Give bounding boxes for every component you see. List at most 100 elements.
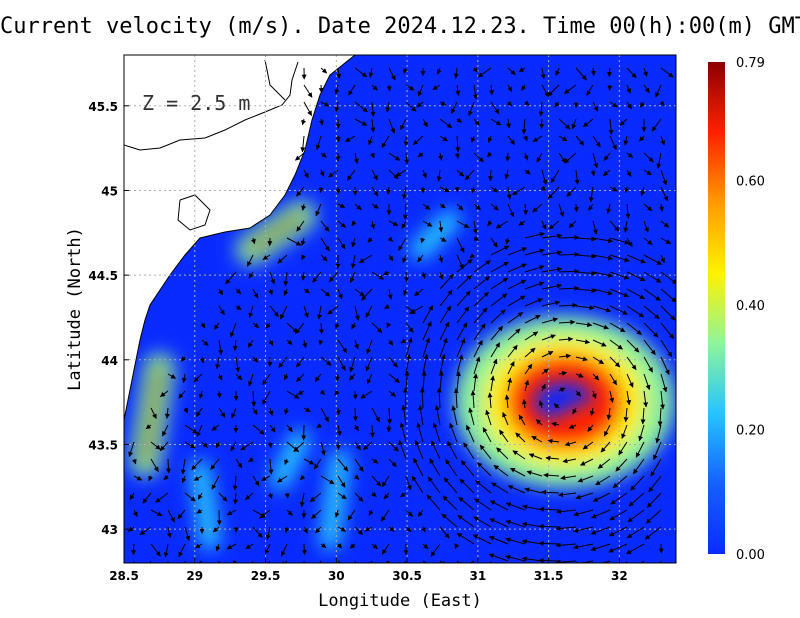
velocity-arrow xyxy=(541,317,559,324)
velocity-arrow xyxy=(421,271,426,279)
velocity-arrow xyxy=(575,67,587,81)
velocity-arrow xyxy=(506,186,512,200)
velocity-arrow xyxy=(592,271,614,278)
velocity-arrow xyxy=(297,390,305,395)
velocity-arrow xyxy=(608,118,614,136)
velocity-arrow xyxy=(507,295,526,307)
velocity-arrow xyxy=(646,492,662,508)
velocity-arrow xyxy=(512,186,526,196)
velocity-arrow xyxy=(399,422,407,443)
y-tick-label: 45.5 xyxy=(88,100,118,114)
velocity-arrow xyxy=(488,169,494,182)
velocity-arrow xyxy=(453,67,459,79)
velocity-arrow xyxy=(371,543,378,550)
velocity-arrow xyxy=(507,344,518,358)
velocity-arrow xyxy=(490,261,509,273)
velocity-arrow xyxy=(468,407,475,426)
velocity-arrow xyxy=(395,169,407,177)
velocity-arrow xyxy=(609,288,630,298)
velocity-arrow xyxy=(442,495,458,511)
velocity-arrow xyxy=(211,424,220,431)
velocity-arrow xyxy=(547,84,560,97)
velocity-arrow xyxy=(472,84,478,100)
velocity-arrow xyxy=(473,307,488,324)
velocity-arrow xyxy=(609,339,623,350)
velocity-arrow xyxy=(472,220,478,235)
velocity-arrow xyxy=(150,441,161,450)
velocity-arrow xyxy=(212,526,220,533)
velocity-arrow xyxy=(626,237,633,248)
velocity-arrow xyxy=(447,440,458,460)
x-tick-label: 29.5 xyxy=(251,569,281,583)
velocity-arrow xyxy=(573,526,594,533)
velocity-arrow xyxy=(252,322,260,329)
velocity-arrow xyxy=(303,305,309,319)
velocity-arrow xyxy=(336,67,342,79)
velocity-arrow xyxy=(335,407,341,416)
velocity-arrow xyxy=(405,526,412,533)
velocity-arrow xyxy=(630,475,645,491)
velocity-arrow xyxy=(541,351,554,358)
velocity-arrow xyxy=(267,441,273,449)
velocity-arrow xyxy=(550,169,560,184)
velocity-arrow xyxy=(302,526,308,534)
velocity-arrow xyxy=(626,373,634,388)
velocity-arrow xyxy=(265,322,271,329)
y-tick-label: 43.5 xyxy=(88,438,118,452)
velocity-arrow xyxy=(259,509,271,519)
velocity-arrow xyxy=(155,492,169,503)
velocity-arrow xyxy=(193,373,203,383)
velocity-arrow xyxy=(420,237,426,244)
velocity-arrow xyxy=(558,302,578,308)
velocity-arrow xyxy=(626,84,631,94)
velocity-arrow xyxy=(286,390,300,399)
velocity-arrow xyxy=(438,254,444,263)
velocity-arrow xyxy=(280,560,288,563)
velocity-arrow xyxy=(354,101,368,113)
velocity-arrow xyxy=(184,424,198,434)
velocity-arrow xyxy=(639,101,645,108)
velocity-arrow xyxy=(164,407,170,419)
velocity-arrow xyxy=(129,492,135,501)
velocity-arrow xyxy=(405,101,417,112)
velocity-arrow xyxy=(235,373,243,381)
velocity-arrow xyxy=(318,118,324,126)
velocity-arrow xyxy=(524,248,545,256)
velocity-arrow xyxy=(381,543,390,555)
velocity-arrow xyxy=(603,424,611,437)
velocity-arrow xyxy=(485,409,492,426)
velocity-arrow xyxy=(295,356,305,368)
velocity-arrow xyxy=(370,118,376,133)
velocity-arrow xyxy=(139,526,152,536)
velocity-arrow xyxy=(232,475,238,491)
velocity-arrow xyxy=(588,203,594,211)
velocity-arrow xyxy=(371,169,378,181)
velocity-arrow xyxy=(320,407,329,423)
velocity-arrow xyxy=(362,441,373,451)
velocity-arrow xyxy=(535,419,543,426)
velocity-arrow xyxy=(265,526,271,540)
velocity-arrow xyxy=(268,339,274,347)
velocity-arrow xyxy=(366,373,373,385)
velocity-arrow xyxy=(215,356,221,370)
velocity-arrow xyxy=(577,475,594,483)
velocity-arrow xyxy=(353,474,360,480)
velocity-arrow xyxy=(400,492,407,498)
velocity-arrow xyxy=(626,543,645,555)
velocity-arrow xyxy=(449,422,458,443)
velocity-arrow xyxy=(439,289,453,307)
velocity-arrow xyxy=(490,237,498,248)
velocity-arrow xyxy=(456,371,461,392)
velocity-arrow xyxy=(587,424,594,432)
velocity-arrow xyxy=(524,100,530,106)
velocity-arrow xyxy=(283,373,289,381)
velocity-arrow xyxy=(351,237,356,248)
velocity-arrow xyxy=(286,424,293,433)
velocity-arrow xyxy=(526,470,543,477)
velocity-arrow xyxy=(354,288,365,297)
velocity-arrow xyxy=(230,441,237,452)
velocity-arrow xyxy=(416,101,424,108)
velocity-arrow xyxy=(486,151,493,158)
velocity-arrow xyxy=(451,405,458,426)
velocity-arrow xyxy=(564,441,577,447)
